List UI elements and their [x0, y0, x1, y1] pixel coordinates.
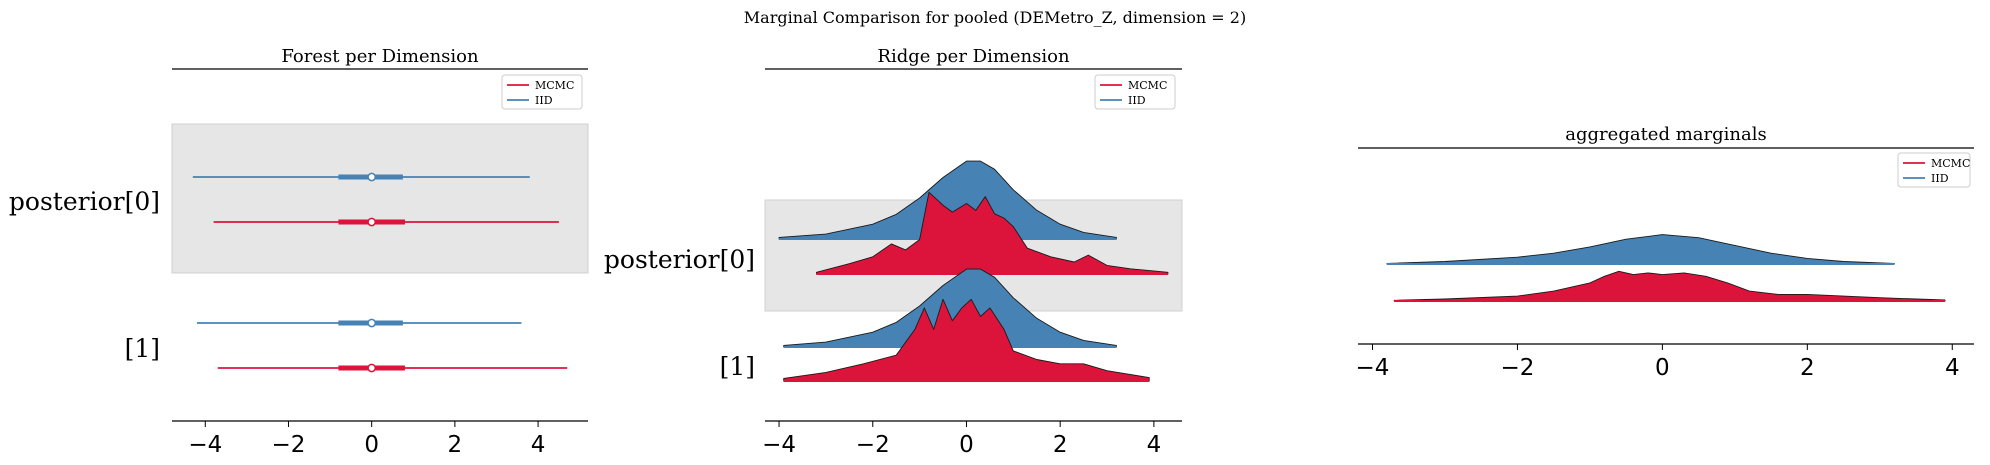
panel-3-xtick-label: −4 — [1356, 355, 1390, 381]
legend-label-mcmc: MCMC — [1128, 79, 1167, 92]
legend-label-mcmc: MCMC — [1931, 157, 1970, 170]
panel-1-xtick-label: 4 — [531, 432, 546, 458]
panel-2-ylabel: [1] — [720, 352, 755, 381]
panel-3: aggregated marginals −4 −2 0 2 4 MCMC IID — [1356, 124, 1974, 381]
median-point — [368, 364, 375, 371]
axes-layer: Forest per Dimension −4 −2 0 2 4 posterior[0] [… — [9, 46, 1974, 458]
panel-1-xtick-label: −4 — [188, 432, 222, 458]
panel-1-forest-iid — [197, 319, 521, 326]
figure-suptitle: Marginal Comparison for pooled (DEMetro_… — [744, 8, 1246, 27]
panel-3-ridge-mcmc — [1394, 271, 1945, 301]
panel-2: Ridge per Dimension −4 −2 0 2 4 posterior[0] [1… — [604, 46, 1182, 458]
panel-1: Forest per Dimension −4 −2 0 2 4 posterior[0] [… — [9, 46, 588, 458]
panel-2-xtick-label: 4 — [1147, 432, 1162, 458]
panel-3-xtick-label: 4 — [1945, 355, 1960, 381]
panel-3-legend: MCMC IID — [1898, 153, 1970, 187]
panel-3-ridge-iid — [1387, 235, 1894, 264]
panel-2-xtick-label: 2 — [1053, 432, 1068, 458]
panel-1-xtick-label: 0 — [364, 432, 379, 458]
panel-3-xtick-label: −2 — [1500, 355, 1534, 381]
panel-1-xtick-label: −2 — [272, 432, 306, 458]
panel-2-xtick-label: 0 — [959, 432, 974, 458]
legend-label-iid: IID — [1931, 172, 1949, 185]
panel-1-ylabel: posterior[0] — [9, 187, 160, 216]
panel-3-xtick-label: 0 — [1655, 355, 1670, 381]
panel-2-ylabel: posterior[0] — [604, 245, 755, 274]
panel-1-band-0 — [172, 124, 588, 273]
panel-2-title: Ridge per Dimension — [877, 46, 1070, 67]
panel-1-ylabel: [1] — [125, 334, 160, 363]
panel-3-title: aggregated marginals — [1565, 124, 1766, 145]
legend-label-mcmc: MCMC — [535, 79, 574, 92]
panel-2-legend: MCMC IID — [1095, 75, 1175, 109]
panel-1-xtick-label: 2 — [448, 432, 463, 458]
panel-1-title: Forest per Dimension — [281, 46, 479, 67]
panel-3-xtick-label: 2 — [1800, 355, 1815, 381]
panel-1-legend: MCMC IID — [502, 75, 582, 109]
median-point — [368, 218, 375, 225]
legend-label-iid: IID — [535, 94, 553, 107]
median-point — [368, 173, 375, 180]
median-point — [368, 319, 375, 326]
panel-2-xtick-label: −2 — [856, 432, 890, 458]
panel-1-forest-mcmc — [218, 364, 567, 371]
legend-label-iid: IID — [1128, 94, 1146, 107]
panel-2-xtick-label: −4 — [762, 432, 796, 458]
